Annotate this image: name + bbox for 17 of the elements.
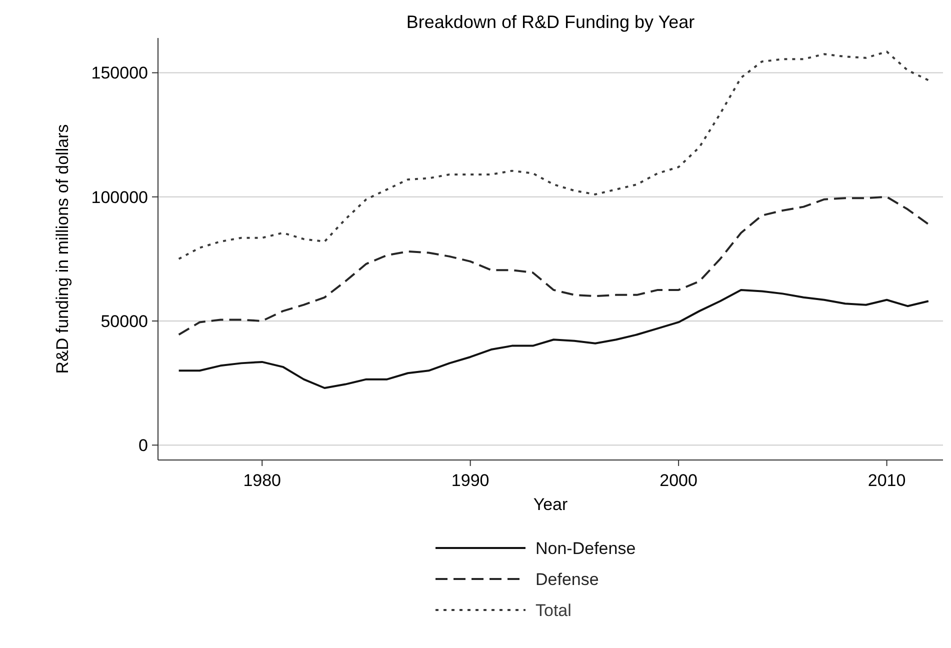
line-series <box>178 50 930 260</box>
chart-title: Breakdown of R&D Funding by Year <box>406 12 695 32</box>
text: Defense <box>536 570 599 589</box>
x-tick-label: 1980 <box>243 471 282 490</box>
text: Total <box>536 600 572 620</box>
y-tick-label: 50000 <box>100 312 148 331</box>
x-tick-label: 1990 <box>451 471 490 490</box>
line-series <box>178 288 930 390</box>
text: Non-Defense <box>536 538 636 558</box>
x-tick-label: 2000 <box>660 471 698 490</box>
y-axis-title: R&D funding in millions of dollars <box>53 124 72 374</box>
x-axis-title: Year <box>533 495 568 514</box>
y-tick-label: 100000 <box>91 188 148 207</box>
y-tick-label: 150000 <box>91 64 148 83</box>
line-series <box>178 196 930 336</box>
x-tick-label: 2010 <box>868 471 906 490</box>
y-tick-label: 0 <box>138 436 148 456</box>
